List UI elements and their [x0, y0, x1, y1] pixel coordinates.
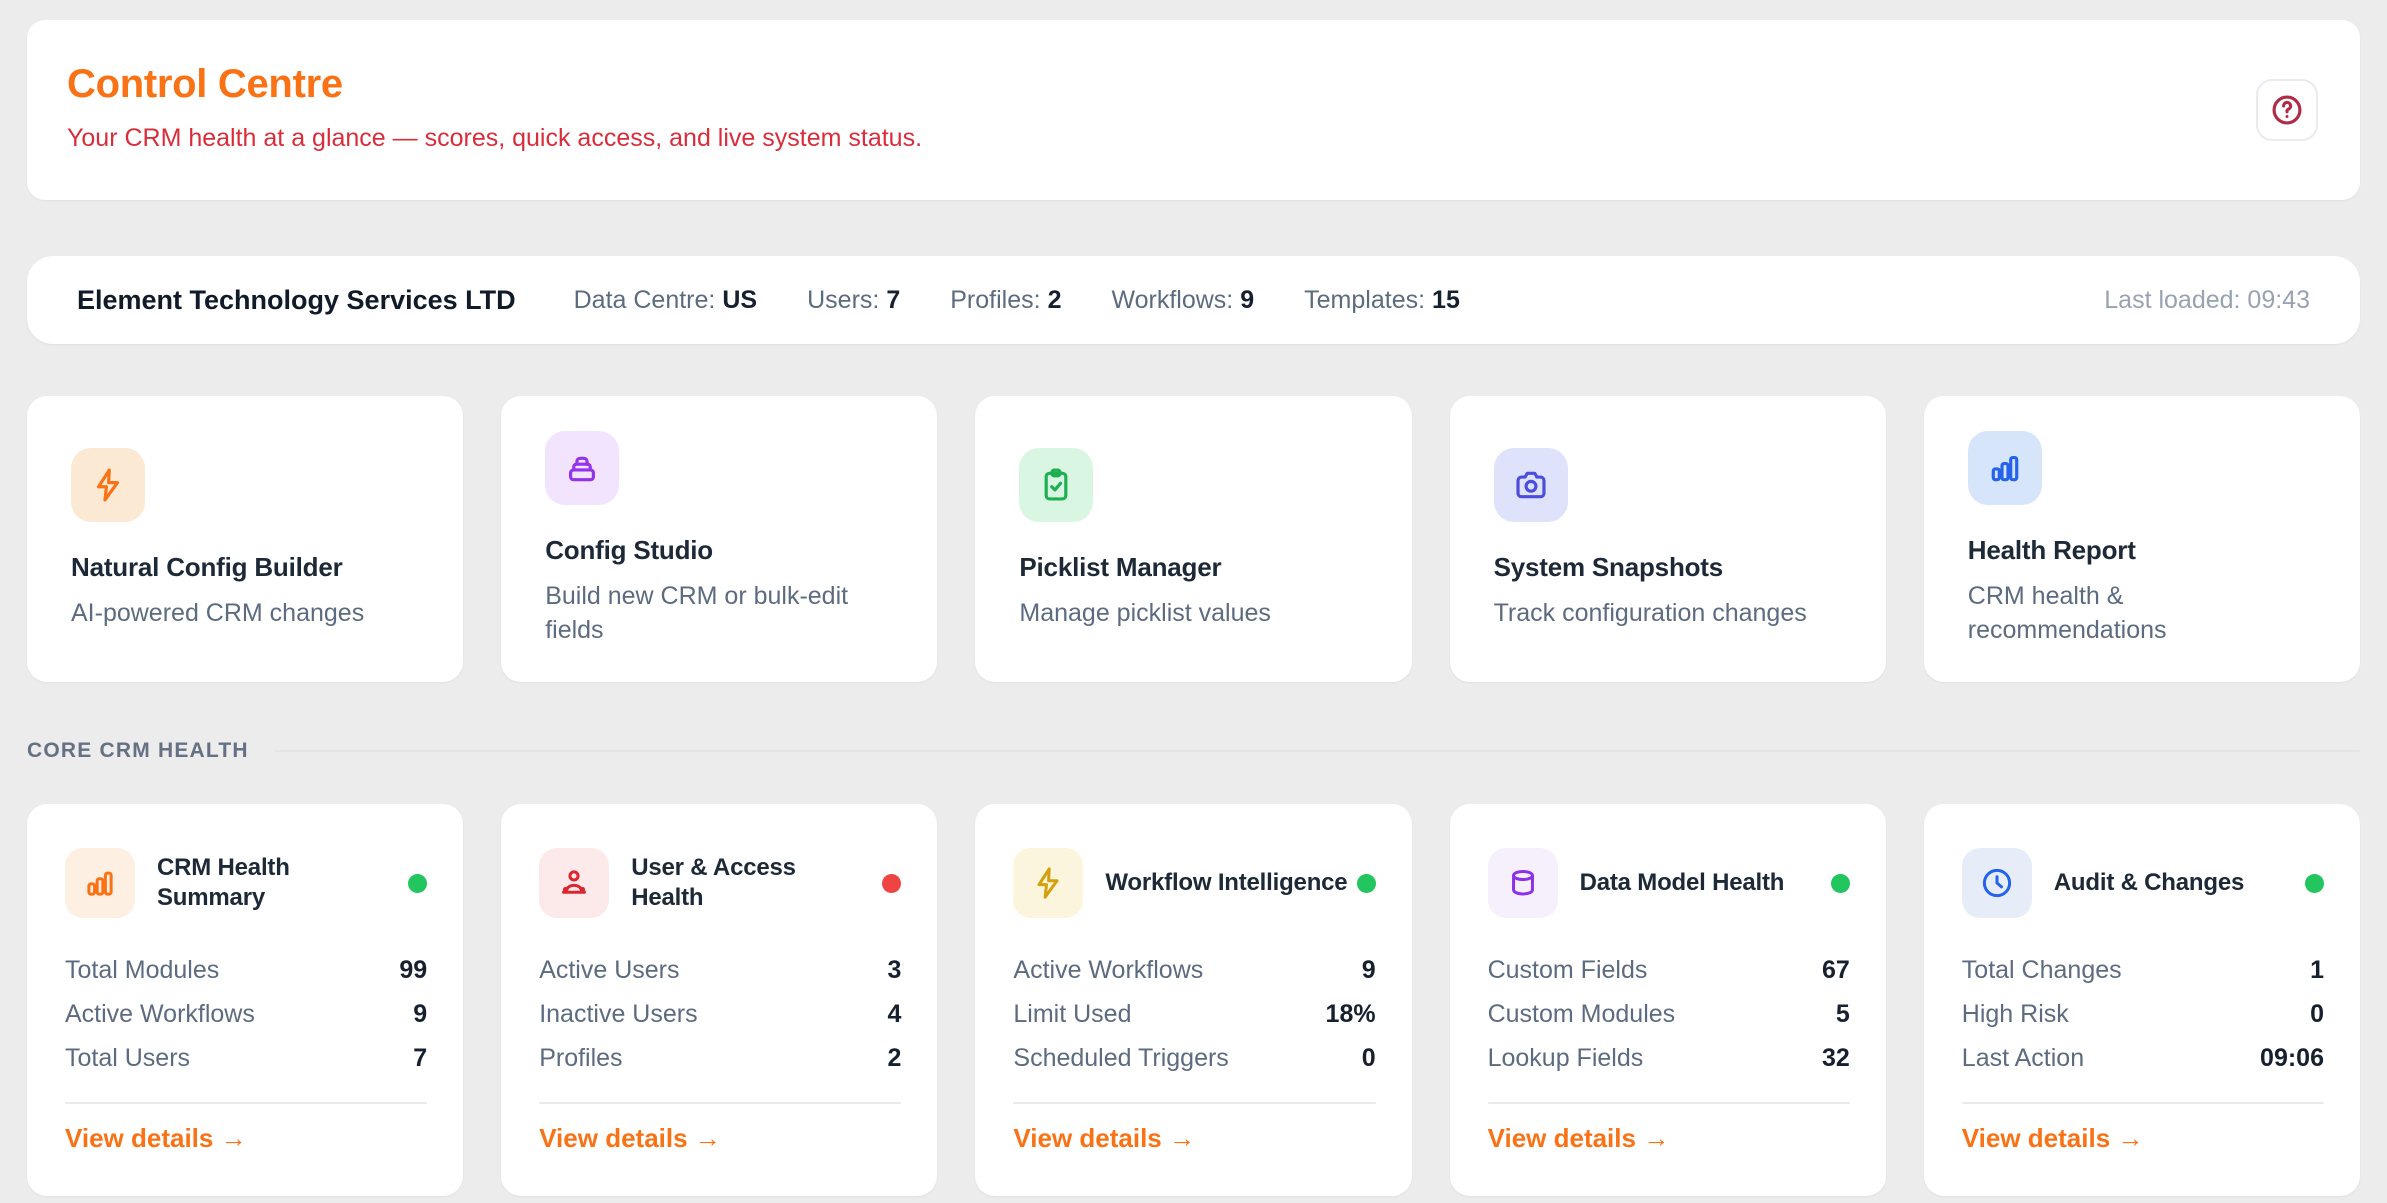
metric-row: Total Users 7: [65, 1043, 428, 1072]
metric-list: Active Users 3 Inactive Users 4 Profiles 2: [539, 948, 901, 1080]
metric-row: Active Workflows 9: [1013, 955, 1376, 984]
quick-card-picklist-manager[interactable]: Picklist Manager Manage picklist values: [975, 396, 1412, 682]
org-stats: Data Centre: US Users: 7 Profiles: 2 Workfl…: [574, 286, 1460, 315]
view-details-link[interactable]: View details →: [1487, 1123, 1670, 1153]
metric-row: Total Modules 99: [65, 955, 428, 984]
bar-chart-icon: [1967, 430, 2042, 505]
quick-card-subtitle: Track configuration changes: [1493, 598, 1807, 627]
page-header-card: Control Centre Your CRM health at a glan…: [27, 20, 2360, 200]
stat-templates: Templates: 15: [1304, 285, 1460, 314]
health-card-title: Data Model Health: [1579, 869, 1785, 896]
health-card-audit-changes: Audit & Changes Total Changes 1 High Risk…: [1923, 804, 2360, 1196]
camera-icon: [1493, 447, 1568, 522]
health-card-header: Audit & Changes: [1961, 848, 2324, 918]
status-dot: [2305, 873, 2324, 893]
quick-card-title: System Snapshots: [1493, 551, 1724, 582]
metric-list: Custom Fields 67 Custom Modules 5 Lookup F…: [1488, 948, 1850, 1080]
health-card-workflow-intelligence: Workflow Intelligence Active Workflows 9 …: [975, 804, 1412, 1196]
quick-card-subtitle: AI-powered CRM changes: [71, 598, 365, 627]
quick-card-title: Picklist Manager: [1019, 551, 1222, 582]
health-card-title: User & Access Health: [631, 854, 796, 911]
core-crm-health-section-header: CORE CRM HEALTH: [27, 738, 2360, 764]
quick-card-config-studio[interactable]: Config Studio Build new CRM or bulk-edit…: [501, 396, 938, 682]
metric-list: Total Modules 99 Active Workflows 9 Total …: [65, 948, 427, 1080]
status-dot: [1830, 873, 1850, 893]
metric-row: Custom Fields 67: [1487, 955, 1850, 984]
metric-list: Active Workflows 9 Limit Used 18% Schedule…: [1013, 948, 1375, 1080]
quick-card-subtitle: Manage picklist values: [1019, 598, 1271, 627]
org-info-bar: Element Technology Services LTD Data Cen…: [27, 256, 2360, 344]
page-subtitle: Your CRM health at a glance — scores, qu…: [67, 124, 923, 152]
metric-row: Active Users 3: [539, 955, 902, 984]
clipboard-check-icon: [1019, 447, 1094, 522]
status-dot: [882, 873, 902, 893]
metric-row: Total Changes 1: [1961, 955, 2324, 984]
view-details-link[interactable]: View details →: [65, 1123, 247, 1153]
health-card-header: Workflow Intelligence: [1013, 848, 1376, 918]
metric-row: Scheduled Triggers 0: [1013, 1043, 1376, 1072]
health-cards-row: CRM Health Summary Total Modules 99 Activ…: [27, 804, 2360, 1196]
quick-card-health-report[interactable]: Health Report CRM health & recommendatio…: [1923, 396, 2360, 682]
quick-card-title: Natural Config Builder: [71, 551, 343, 582]
view-details-link[interactable]: View details →: [1013, 1123, 1195, 1153]
stat-profiles: Profiles: 2: [950, 285, 1062, 314]
quick-card-subtitle: CRM health & recommendations: [1967, 581, 2167, 645]
page-title: Control Centre: [67, 62, 343, 106]
quick-card-system-snapshots[interactable]: System Snapshots Track configuration cha…: [1449, 396, 1886, 682]
metric-row: Active Workflows 9: [65, 999, 428, 1028]
stat-workflows: Workflows: 9: [1111, 285, 1255, 314]
card-divider: [1487, 1102, 1850, 1104]
card-divider: [65, 1102, 428, 1104]
clock-icon: [1961, 848, 2032, 918]
health-card-title: Workflow Intelligence: [1105, 869, 1348, 896]
users-icon: [539, 848, 610, 918]
last-loaded-label: Last loaded: 09:43: [2104, 285, 2310, 314]
health-card-crm-health-summary: CRM Health Summary Total Modules 99 Activ…: [27, 804, 464, 1196]
bar-chart-icon: [65, 848, 135, 918]
quick-card-title: Config Studio: [545, 534, 713, 565]
section-divider: [274, 750, 2360, 752]
metric-list: Total Changes 1 High Risk 0 Last Action 09:…: [1962, 948, 2324, 1080]
quick-card-natural-config-builder[interactable]: Natural Config Builder AI-powered CRM ch…: [27, 396, 464, 682]
metric-row: High Risk 0: [1961, 999, 2324, 1028]
metric-row: Lookup Fields 32: [1487, 1043, 1850, 1072]
stat-users: Users: 7: [807, 285, 901, 314]
view-details-link[interactable]: View details →: [1961, 1123, 2144, 1153]
metric-row: Custom Modules 5: [1487, 999, 1850, 1028]
lightning-icon: [1013, 848, 1084, 918]
health-card-title: CRM Health Summary: [157, 854, 290, 911]
health-card-header: User & Access Health: [539, 848, 902, 918]
quick-card-title: Health Report: [1967, 534, 2136, 565]
card-divider: [539, 1102, 902, 1104]
card-divider: [1013, 1102, 1376, 1104]
database-icon: [1487, 848, 1558, 918]
quick-access-row: Natural Config Builder AI-powered CRM ch…: [27, 396, 2360, 682]
health-card-header: Data Model Health: [1487, 848, 1850, 918]
metric-row: Inactive Users 4: [539, 999, 902, 1028]
health-card-title: Audit & Changes: [2053, 869, 2245, 896]
status-dot: [1356, 873, 1376, 893]
help-button[interactable]: [2256, 79, 2318, 141]
card-divider: [1961, 1102, 2324, 1104]
metric-row: Limit Used 18%: [1013, 999, 1376, 1028]
health-card-data-model-health: Data Model Health Custom Fields 67 Custom…: [1449, 804, 1886, 1196]
stack-icon: [545, 430, 620, 505]
metric-row: Last Action 09:06: [1961, 1043, 2324, 1072]
quick-card-subtitle: Build new CRM or bulk-edit fields: [545, 581, 849, 645]
metric-row: Profiles 2: [539, 1043, 902, 1072]
status-dot: [408, 873, 428, 893]
section-label: CORE CRM HEALTH: [27, 739, 249, 762]
lightning-icon: [71, 447, 145, 522]
health-card-header: CRM Health Summary: [65, 848, 428, 918]
stat-data-centre: Data Centre: US: [573, 285, 758, 314]
question-circle-icon: [2269, 92, 2305, 128]
org-name: Element Technology Services LTD: [77, 284, 516, 315]
view-details-link[interactable]: View details →: [539, 1123, 721, 1153]
health-card-user-access-health: User & Access Health Active Users 3 Inact…: [501, 804, 938, 1196]
